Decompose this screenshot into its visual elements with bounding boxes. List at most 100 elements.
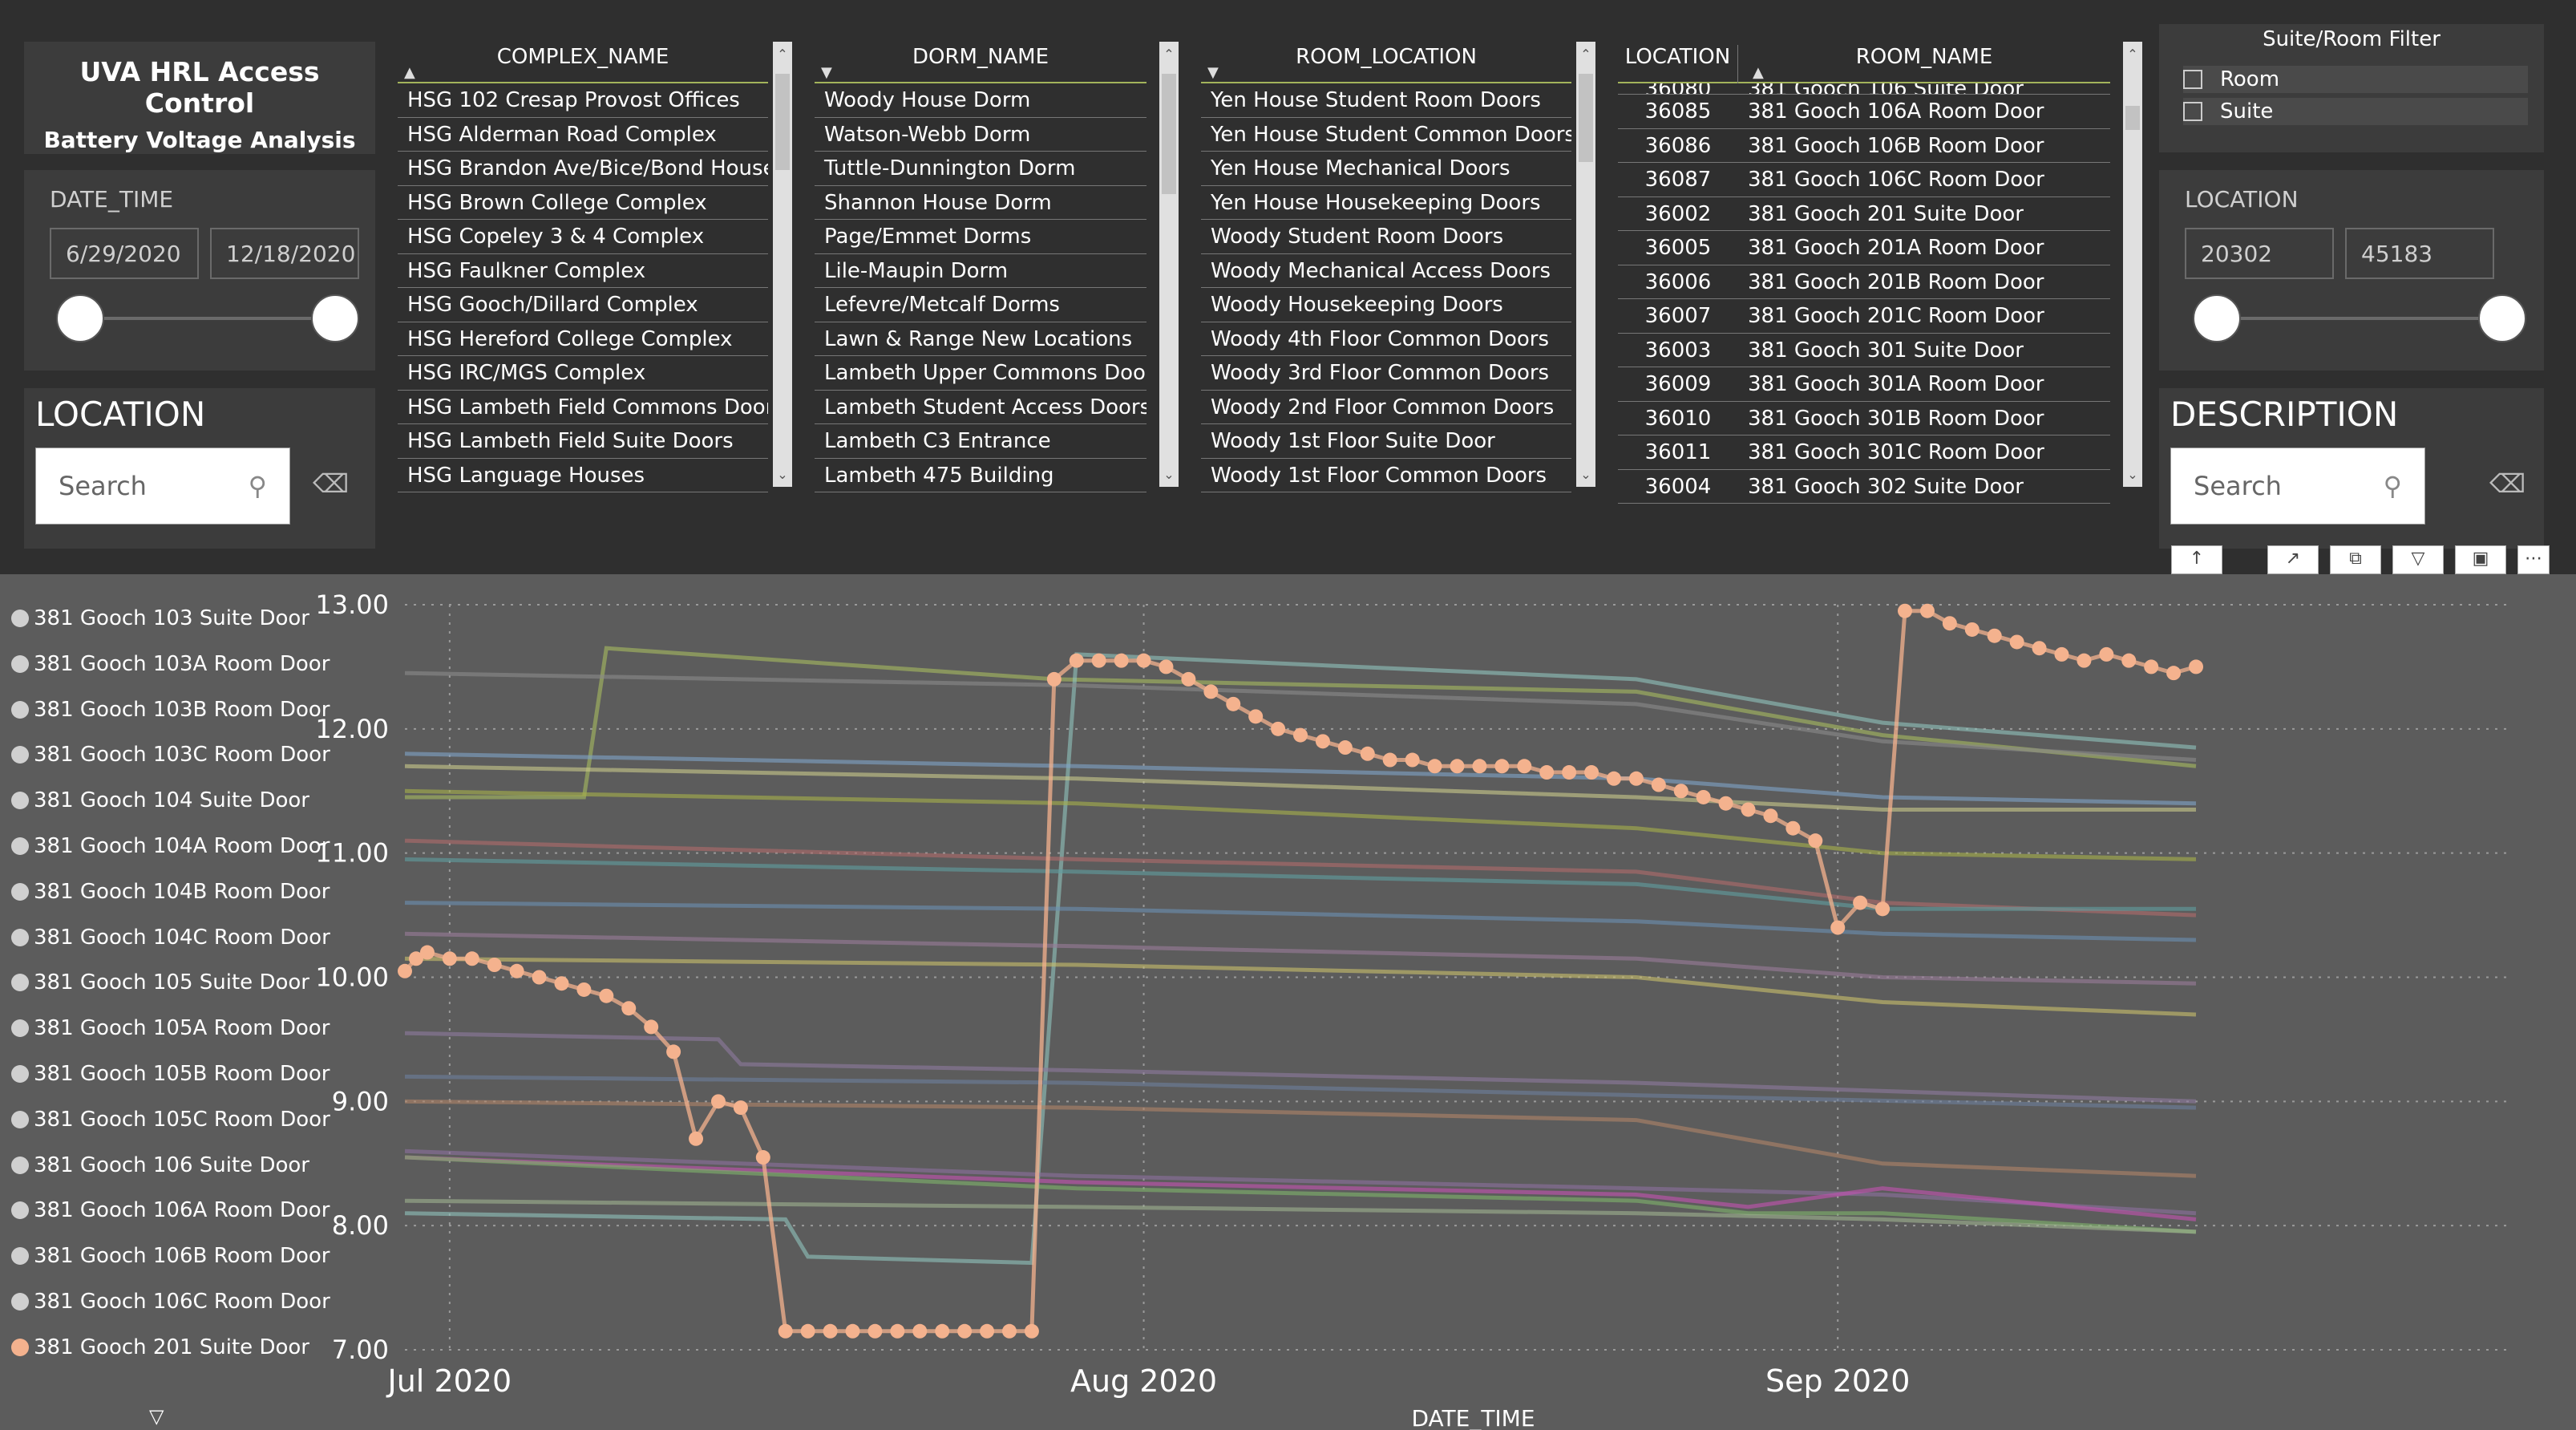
room-location-list-item[interactable]: Yen House Mechanical Doors xyxy=(1201,152,1571,186)
eraser-icon[interactable]: ⌫ xyxy=(313,468,350,499)
complex-list-item[interactable]: HSG Brown College Complex xyxy=(398,186,768,220)
line-plot[interactable]: 7.00 8.00 9.00 10.00 11.00 12.00 13.00 Jul 2020… xyxy=(0,574,2576,1430)
complex-list-item[interactable]: HSG Lambeth Field Commons Doors xyxy=(398,391,768,424)
legend-item[interactable]: 381 Gooch 106C Room Door xyxy=(11,1290,330,1314)
room-location-scrollbar[interactable]: ⌃ ⌄ xyxy=(1576,42,1595,487)
table-row[interactable]: 36009 381 Gooch 301A Room Door xyxy=(1618,367,2110,402)
legend-item[interactable]: 381 Gooch 104B Room Door xyxy=(11,880,330,904)
checkbox[interactable] xyxy=(2183,70,2202,89)
scroll-thumb[interactable] xyxy=(1162,74,1176,194)
room-name-column-header[interactable]: ROOM_NAME xyxy=(1855,45,1993,69)
dorm-list-item[interactable]: Lambeth Upper Commons Doors xyxy=(815,356,1146,391)
complex-list-item[interactable]: HSG IRC/MGS Complex xyxy=(398,356,768,391)
complex-list-item[interactable]: HSG Hereford College Complex xyxy=(398,322,768,356)
complex-list-item[interactable]: HSG Faulkner Complex xyxy=(398,254,768,288)
dorm-scrollbar[interactable]: ⌃ ⌄ xyxy=(1159,42,1179,487)
dorm-list-item[interactable]: Shannon House Dorm xyxy=(815,186,1146,220)
table-row[interactable]: 36003 381 Gooch 301 Suite Door xyxy=(1618,334,2110,367)
legend-item[interactable]: 381 Gooch 103B Room Door xyxy=(11,698,330,722)
legend-item[interactable]: 381 Gooch 105B Room Door xyxy=(11,1062,330,1086)
table-row[interactable]: 36087 381 Gooch 106C Room Door xyxy=(1618,163,2110,197)
drill-up-icon[interactable]: ↑ xyxy=(2171,545,2222,574)
location-from-input[interactable]: 20302 xyxy=(2185,228,2334,279)
location-table-header[interactable]: LOCATION ▲ ROOM_NAME xyxy=(1618,42,2110,83)
room-location-list-item[interactable]: Woody 1st Floor Suite Door xyxy=(1201,424,1571,459)
scroll-up-icon[interactable]: ⌃ xyxy=(777,47,788,62)
complex-list-item[interactable]: HSG Lambeth Field Suite Doors xyxy=(398,424,768,459)
table-row[interactable]: 36086 381 Gooch 106B Room Door xyxy=(1618,129,2110,163)
complex-name-header[interactable]: ▲ COMPLEX_NAME xyxy=(398,42,768,83)
room-location-header[interactable]: ▼ ROOM_LOCATION xyxy=(1201,42,1571,83)
scroll-up-icon[interactable]: ⌃ xyxy=(1163,47,1175,62)
legend-item[interactable]: 381 Gooch 103A Room Door xyxy=(11,652,330,676)
complex-list-item[interactable]: HSG Gooch/Dillard Complex xyxy=(398,288,768,322)
date-to-input[interactable]: 12/18/2020 xyxy=(210,228,359,279)
sort-ascending-icon[interactable]: ▲ xyxy=(1753,64,1764,81)
legend-item[interactable]: 381 Gooch 105C Room Door xyxy=(11,1108,330,1132)
dorm-list-item[interactable]: Lambeth C3 Entrance xyxy=(815,424,1146,459)
table-row[interactable]: 36005 381 Gooch 201A Room Door xyxy=(1618,231,2110,265)
sort-descending-icon[interactable]: ▼ xyxy=(821,64,832,81)
filter-option-suite[interactable]: Suite xyxy=(2183,98,2528,125)
scroll-down-icon[interactable]: ⌄ xyxy=(777,467,788,482)
room-location-list-item[interactable]: Woody 1st Floor Common Doors xyxy=(1201,459,1571,492)
complex-list-item[interactable]: HSG Alderman Road Complex xyxy=(398,118,768,152)
location-to-input[interactable]: 45183 xyxy=(2345,228,2494,279)
legend-item[interactable]: 381 Gooch 106A Room Door xyxy=(11,1198,330,1222)
expand-icon[interactable]: ↗ xyxy=(2267,545,2319,574)
dorm-name-header[interactable]: ▼ DORM_NAME xyxy=(815,42,1146,83)
location-search-input[interactable]: Search ⚲ xyxy=(35,448,290,525)
scroll-up-icon[interactable]: ⌃ xyxy=(2127,47,2138,62)
checkbox[interactable] xyxy=(2183,102,2202,121)
legend-item[interactable]: 381 Gooch 106 Suite Door xyxy=(11,1153,309,1177)
scroll-thumb[interactable] xyxy=(2125,106,2140,130)
scroll-down-icon[interactable]: ⌄ xyxy=(2127,467,2138,482)
room-location-list-item[interactable]: Yen House Student Room Doors xyxy=(1201,83,1571,118)
table-row[interactable]: 36085 381 Gooch 106A Room Door xyxy=(1618,95,2110,129)
complex-list-item[interactable]: HSG Brandon Ave/Bice/Bond Houses xyxy=(398,152,768,186)
table-row[interactable]: 36002 381 Gooch 201 Suite Door xyxy=(1618,197,2110,231)
table-row[interactable]: 36010 381 Gooch 301B Room Door xyxy=(1618,402,2110,435)
location-slider-high-handle[interactable] xyxy=(2478,294,2526,342)
focus-mode-icon[interactable]: ▣ xyxy=(2455,545,2506,574)
legend-more-chevron-icon[interactable]: ▽ xyxy=(149,1405,164,1428)
dorm-list-item[interactable]: Tuttle-Dunnington Dorm xyxy=(815,152,1146,186)
legend-item[interactable]: 381 Gooch 105 Suite Door xyxy=(11,970,309,995)
room-location-list-item[interactable]: Yen House Student Common Doors xyxy=(1201,118,1571,152)
eraser-icon[interactable]: ⌫ xyxy=(2489,468,2526,499)
table-row[interactable]: 36006 381 Gooch 201B Room Door xyxy=(1618,265,2110,299)
dorm-list-item[interactable]: Page/Emmet Dorms xyxy=(815,220,1146,254)
dorm-list-item[interactable]: Lawn & Range New Locations xyxy=(815,322,1146,356)
filter-option-room[interactable]: Room xyxy=(2183,66,2528,93)
dorm-list-item[interactable]: Woody House Dorm xyxy=(815,83,1146,118)
complex-list-item[interactable]: HSG Language Houses xyxy=(398,459,768,492)
complex-scrollbar[interactable]: ⌃ ⌄ xyxy=(773,42,792,487)
room-location-list-item[interactable]: Yen House Housekeeping Doors xyxy=(1201,186,1571,220)
filter-icon[interactable]: ▽ xyxy=(2392,545,2444,574)
table-row[interactable]: 36004 381 Gooch 302 Suite Door xyxy=(1618,470,2110,504)
scroll-up-icon[interactable]: ⌃ xyxy=(1580,47,1591,62)
date-slider-high-handle[interactable] xyxy=(311,294,359,342)
table-row[interactable]: 36011 381 Gooch 301C Room Door xyxy=(1618,435,2110,470)
room-location-list-item[interactable]: Woody 2nd Floor Common Doors xyxy=(1201,391,1571,424)
table-row[interactable]: 36080381 Gooch 106 Suite Door xyxy=(1618,83,2110,95)
more-options-icon[interactable]: ⋯ xyxy=(2517,545,2550,574)
legend-item[interactable]: 381 Gooch 103 Suite Door xyxy=(11,606,309,630)
dorm-list-item[interactable]: Lambeth 475 Building xyxy=(815,459,1146,492)
sort-descending-icon[interactable]: ▼ xyxy=(1207,64,1219,81)
scroll-down-icon[interactable]: ⌄ xyxy=(1163,467,1175,482)
dorm-list-item[interactable]: Lile-Maupin Dorm xyxy=(815,254,1146,288)
table-row[interactable]: 36007 381 Gooch 201C Room Door xyxy=(1618,299,2110,334)
description-search-input[interactable]: Search ⚲ xyxy=(2170,448,2425,525)
legend-item[interactable]: 381 Gooch 105A Room Door xyxy=(11,1016,330,1040)
legend-item[interactable]: 381 Gooch 103C Room Door xyxy=(11,743,330,767)
legend-item[interactable]: 381 Gooch 104A Room Door xyxy=(11,834,330,858)
location-column-header[interactable]: LOCATION xyxy=(1618,45,1738,83)
scroll-thumb[interactable] xyxy=(1579,74,1593,162)
date-from-input[interactable]: 6/29/2020 xyxy=(50,228,199,279)
date-slider-low-handle[interactable] xyxy=(56,294,104,342)
room-location-list-item[interactable]: Woody 4th Floor Common Doors xyxy=(1201,322,1571,356)
scroll-thumb[interactable] xyxy=(775,74,790,170)
location-slider-track[interactable] xyxy=(2217,317,2497,320)
room-location-list-item[interactable]: Woody Mechanical Access Doors xyxy=(1201,254,1571,288)
